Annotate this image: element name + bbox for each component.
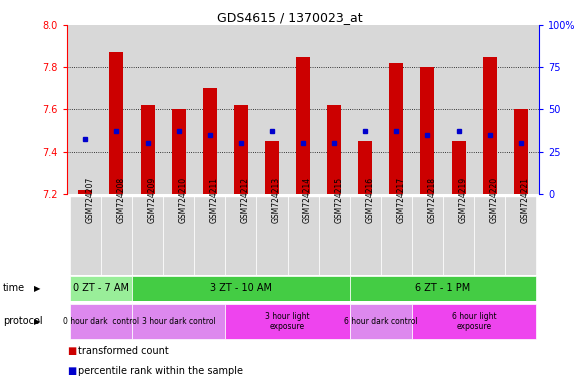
- Bar: [350, 196, 381, 275]
- Bar: [412, 196, 443, 275]
- Text: protocol: protocol: [3, 316, 42, 326]
- Bar: [452, 141, 466, 194]
- Text: percentile rank within the sample: percentile rank within the sample: [78, 366, 243, 376]
- Bar: [288, 196, 318, 275]
- Text: GDS4615 / 1370023_at: GDS4615 / 1370023_at: [217, 12, 363, 25]
- Text: 0 hour dark  control: 0 hour dark control: [63, 317, 139, 326]
- Bar: [132, 304, 225, 339]
- Bar: [350, 304, 412, 339]
- Bar: [420, 67, 434, 194]
- Text: GSM724221: GSM724221: [521, 177, 530, 223]
- Text: GSM724210: GSM724210: [179, 177, 188, 223]
- Text: GSM724207: GSM724207: [85, 177, 95, 223]
- Text: GSM724220: GSM724220: [490, 177, 499, 223]
- Bar: [514, 109, 528, 194]
- Bar: [132, 276, 350, 301]
- Bar: [70, 276, 132, 301]
- Text: ■: ■: [67, 346, 76, 356]
- Text: ▶: ▶: [34, 284, 41, 293]
- Text: GSM724219: GSM724219: [459, 177, 467, 223]
- Bar: [225, 304, 350, 339]
- Text: 3 hour light
exposure: 3 hour light exposure: [265, 312, 310, 331]
- Bar: [265, 141, 279, 194]
- Bar: [256, 196, 288, 275]
- Text: GSM724214: GSM724214: [303, 177, 312, 223]
- Text: GSM724215: GSM724215: [334, 177, 343, 223]
- Bar: [140, 105, 154, 194]
- Text: GSM724208: GSM724208: [117, 177, 125, 223]
- Text: 3 hour dark control: 3 hour dark control: [142, 317, 216, 326]
- Text: GSM724218: GSM724218: [427, 177, 436, 223]
- Bar: [172, 109, 186, 194]
- Text: GSM724216: GSM724216: [365, 177, 374, 223]
- Bar: [194, 196, 225, 275]
- Text: 3 ZT - 10 AM: 3 ZT - 10 AM: [210, 283, 272, 293]
- Text: time: time: [3, 283, 25, 293]
- Bar: [203, 88, 217, 194]
- Bar: [358, 141, 372, 194]
- Bar: [110, 53, 124, 194]
- Text: ▶: ▶: [34, 317, 41, 326]
- Bar: [70, 304, 132, 339]
- Text: GSM724213: GSM724213: [272, 177, 281, 223]
- Bar: [132, 196, 163, 275]
- Text: GSM724217: GSM724217: [396, 177, 405, 223]
- Bar: [327, 105, 341, 194]
- Text: transformed count: transformed count: [78, 346, 169, 356]
- Bar: [483, 57, 496, 194]
- Text: 6 hour light
exposure: 6 hour light exposure: [452, 312, 496, 331]
- Bar: [101, 196, 132, 275]
- Bar: [225, 196, 256, 275]
- Bar: [505, 196, 536, 275]
- Bar: [443, 196, 474, 275]
- Text: 0 ZT - 7 AM: 0 ZT - 7 AM: [73, 283, 129, 293]
- Bar: [474, 196, 505, 275]
- Text: 6 ZT - 1 PM: 6 ZT - 1 PM: [415, 283, 470, 293]
- Bar: [70, 196, 101, 275]
- Bar: [318, 196, 350, 275]
- Text: GSM724211: GSM724211: [210, 177, 219, 223]
- Bar: [163, 196, 194, 275]
- Bar: [296, 57, 310, 194]
- Text: 6 hour dark control: 6 hour dark control: [344, 317, 418, 326]
- Bar: [389, 63, 403, 194]
- Bar: [350, 276, 536, 301]
- Bar: [381, 196, 412, 275]
- Text: GSM724209: GSM724209: [147, 177, 157, 223]
- Text: GSM724212: GSM724212: [241, 177, 250, 223]
- Text: ■: ■: [67, 366, 76, 376]
- Bar: [412, 304, 536, 339]
- Bar: [78, 190, 92, 194]
- Bar: [234, 105, 248, 194]
